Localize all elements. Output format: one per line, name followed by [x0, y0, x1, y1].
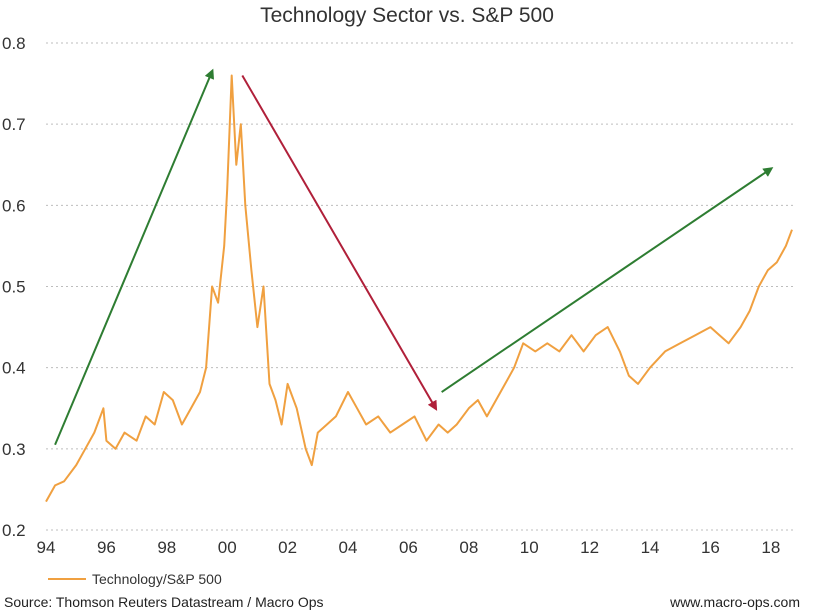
y-tick-label: 0.6 — [2, 196, 26, 215]
x-tick-label: 00 — [218, 538, 237, 557]
source-note: Source: Thomson Reuters Datastream / Mac… — [4, 594, 324, 610]
website-note: www.macro-ops.com — [669, 594, 800, 610]
chart-title: Technology Sector vs. S&P 500 — [260, 4, 554, 27]
y-tick-label: 0.4 — [2, 359, 26, 378]
series-line — [45, 74, 793, 503]
x-tick-label: 04 — [339, 538, 358, 557]
grid-lines — [46, 42, 795, 531]
trend-arrows — [54, 68, 774, 446]
y-tick-label: 0.2 — [2, 521, 26, 540]
y-tick-label: 0.5 — [2, 278, 26, 297]
legend: Technology/S&P 500 — [48, 571, 222, 587]
trend-arrow — [241, 74, 438, 411]
x-axis-ticks: 94 96 98 00 02 04 06 08 10 12 14 16 18 — [37, 538, 781, 557]
trend-arrow — [441, 167, 774, 393]
x-tick-label: 14 — [641, 538, 660, 557]
x-tick-label: 16 — [701, 538, 720, 557]
x-tick-label: 12 — [580, 538, 599, 557]
x-tick-label: 94 — [37, 538, 56, 557]
x-tick-label: 96 — [97, 538, 116, 557]
y-tick-label: 0.7 — [2, 115, 26, 134]
x-tick-label: 08 — [459, 538, 478, 557]
y-axis-ticks: 0.2 0.3 0.4 0.5 0.6 0.7 0.8 — [2, 34, 26, 540]
legend-label: Technology/S&P 500 — [92, 571, 222, 587]
x-tick-label: 18 — [761, 538, 780, 557]
trend-arrow — [54, 68, 215, 446]
x-tick-label: 98 — [157, 538, 176, 557]
x-tick-label: 06 — [399, 538, 418, 557]
x-tick-label: 10 — [520, 538, 539, 557]
y-tick-label: 0.3 — [2, 440, 26, 459]
y-tick-label: 0.8 — [2, 34, 26, 53]
series-layer — [45, 74, 793, 503]
x-tick-label: 02 — [278, 538, 297, 557]
